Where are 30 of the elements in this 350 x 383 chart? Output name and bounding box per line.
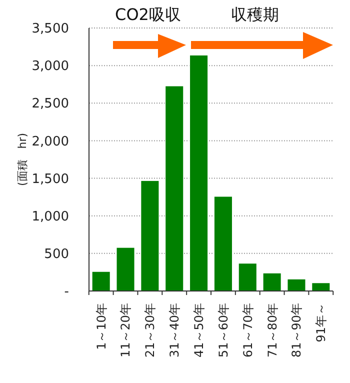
- bar: [238, 262, 258, 292]
- x-tick-label: 91年～: [314, 303, 328, 342]
- bar: [262, 272, 282, 292]
- y-tick-label: 3,500: [32, 22, 69, 37]
- y-tick-label: -: [64, 284, 70, 300]
- x-tick-label: 51～60年: [216, 303, 230, 358]
- text: CO2吸収: [115, 5, 181, 24]
- bar: [116, 247, 136, 292]
- bar: [214, 196, 233, 292]
- y-tick-label: 1,500: [32, 172, 69, 187]
- bar: [189, 54, 208, 292]
- bar: [164, 85, 184, 292]
- x-tick-label: 1～10年: [94, 303, 108, 350]
- y-axis-title: (面積 hr): [16, 132, 29, 186]
- x-tick-label: 41～50年: [192, 303, 206, 358]
- y-tick-label: 2,500: [32, 96, 69, 112]
- x-tick-label: 11～20年: [118, 303, 133, 358]
- x-tick-label: 81～90年: [290, 303, 304, 358]
- y-tick-label: 3,000: [32, 59, 69, 74]
- bar: [140, 180, 160, 292]
- x-tick-label: 31～40年: [168, 303, 182, 358]
- bar: [286, 278, 306, 292]
- x-tick-label: 71～80年: [265, 303, 280, 358]
- text: 収穫期: [231, 5, 279, 24]
- x-tick-label: 61～70年: [240, 303, 255, 358]
- y-tick-label: 2,000: [32, 134, 69, 150]
- y-tick-label: 500: [44, 246, 69, 262]
- x-tick-label: 21～30年: [143, 303, 158, 358]
- y-tick-label: 1,000: [32, 209, 69, 224]
- bar: [92, 271, 111, 292]
